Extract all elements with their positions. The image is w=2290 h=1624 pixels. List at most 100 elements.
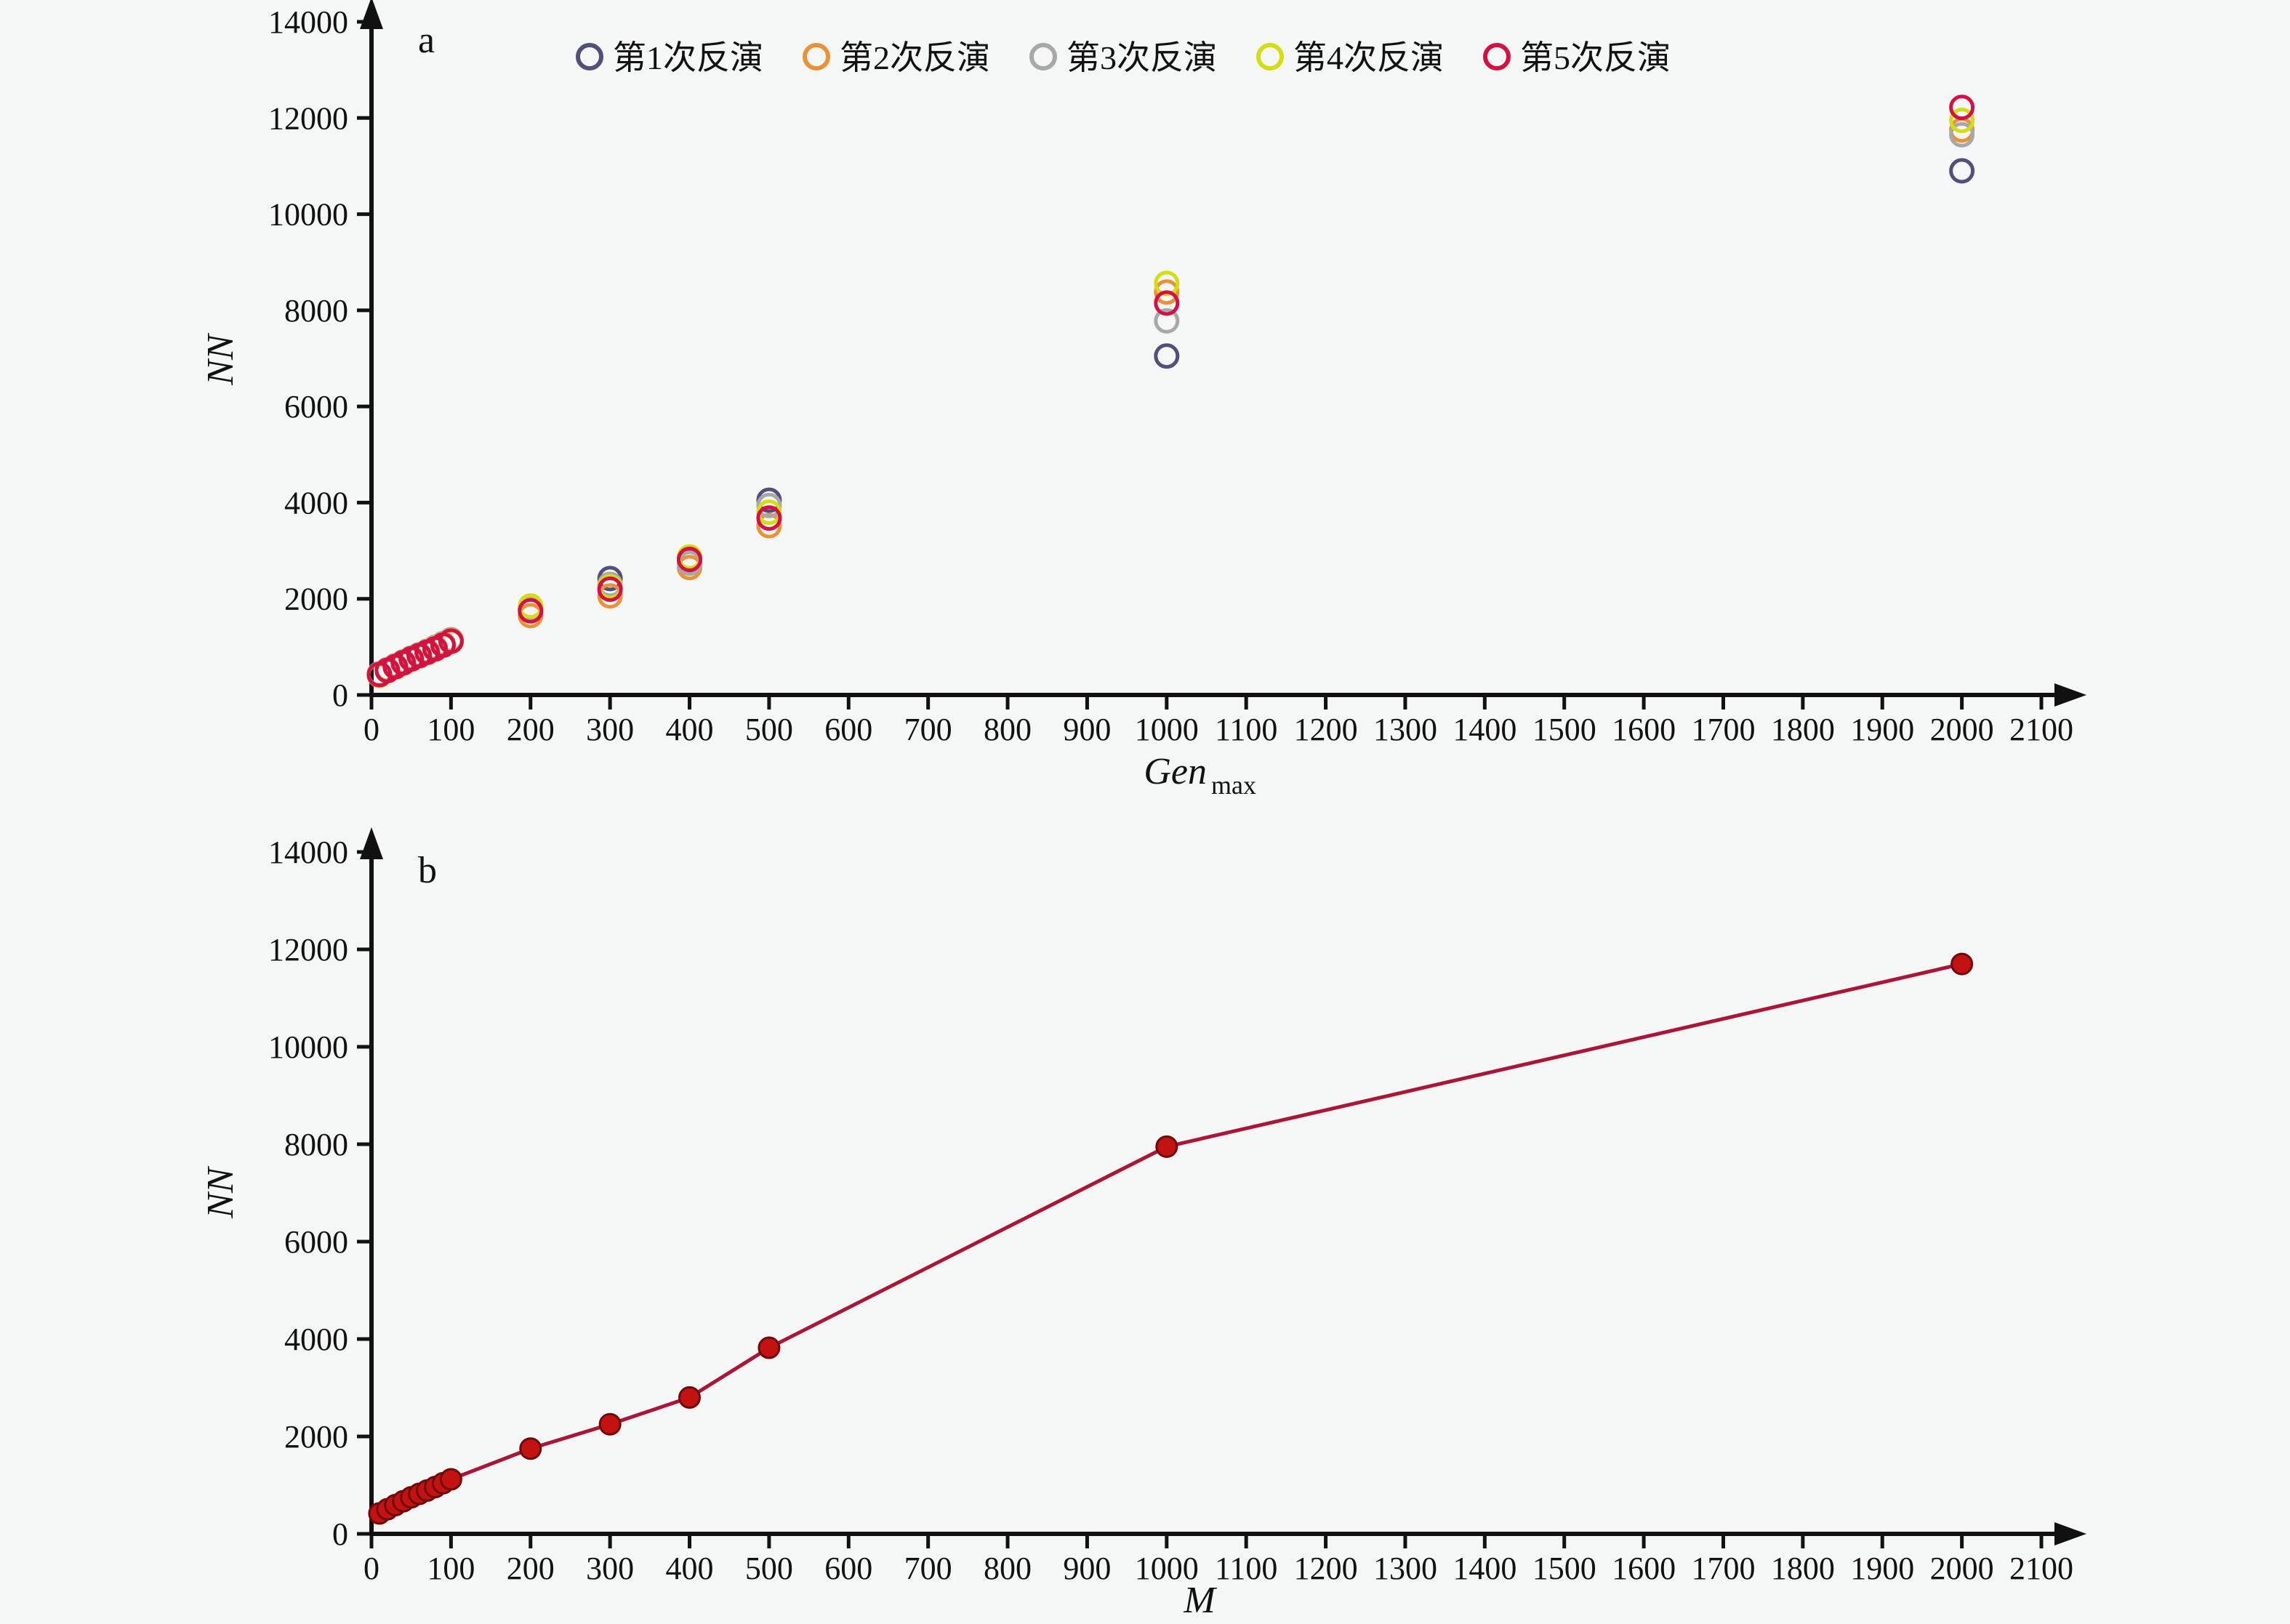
y-tick-label: 14000 (268, 4, 348, 40)
data-point (756, 492, 782, 518)
panel-b-label: b (418, 850, 437, 891)
y-tick-label: 12000 (268, 932, 348, 968)
x-tick-label: 1500 (1532, 712, 1596, 747)
x-tick-label: 1600 (1612, 1551, 1676, 1586)
y-tick-label: 2000 (284, 582, 348, 617)
x-tick-label: 800 (984, 712, 1032, 747)
x-tick-label: 0 (363, 1551, 379, 1586)
x-tick-label: 2000 (1930, 712, 1994, 747)
data-point (1949, 158, 1975, 184)
x-tick-label: 200 (507, 712, 555, 747)
data-point (518, 598, 544, 624)
y-tick-label: 8000 (284, 1127, 348, 1162)
legend-swatch (576, 43, 603, 71)
data-point (678, 1386, 702, 1409)
panel-a-x-axis-title-subscript: max (1211, 771, 1256, 800)
x-tick-label: 500 (745, 1551, 793, 1586)
y-tick-label: 14000 (268, 835, 348, 870)
y-tick-label: 10000 (268, 197, 348, 233)
data-point (1154, 290, 1180, 316)
y-tick-label: 12000 (268, 100, 348, 136)
x-tick-label: 1000 (1135, 712, 1199, 747)
panel-a-x-axis-title: Gen (1144, 751, 1207, 792)
legend-swatch (803, 43, 830, 71)
x-tick-label: 100 (427, 712, 475, 747)
x-tick-label: 2000 (1930, 1551, 1994, 1586)
x-tick-label: 700 (904, 1551, 952, 1586)
panel-b-x-axis-title: M (1183, 1580, 1217, 1621)
data-point (1154, 343, 1180, 369)
x-tick-label: 1200 (1294, 1551, 1358, 1586)
data-point (1154, 307, 1180, 334)
data-point (756, 505, 782, 531)
x-tick-label: 0 (363, 712, 379, 747)
x-tick-label: 400 (666, 712, 714, 747)
x-tick-label: 1400 (1453, 712, 1516, 747)
x-tick-label: 900 (1063, 712, 1111, 747)
y-tick-label: 6000 (284, 389, 348, 425)
x-tick-label: 900 (1063, 1551, 1111, 1586)
x-tick-label: 600 (824, 1551, 872, 1586)
data-point (1949, 121, 1975, 148)
panel-b-y-axis-title: NN (200, 1165, 241, 1219)
y-tick-label: 4000 (284, 485, 348, 520)
panel-a-y-axis-title: NN (200, 332, 241, 386)
x-tick-label: 1100 (1215, 1551, 1277, 1586)
data-point (1155, 1135, 1178, 1158)
data-point (677, 546, 703, 572)
y-tick-label: 6000 (284, 1224, 348, 1260)
x-tick-label: 1100 (1215, 712, 1277, 747)
x-tick-label: 1900 (1850, 1551, 1914, 1586)
legend-swatch (1256, 43, 1284, 71)
y-tick-label: 8000 (284, 293, 348, 329)
x-tick-label: 1800 (1771, 1551, 1835, 1586)
legend-label: 第1次反演 (613, 39, 763, 76)
x-tick-label: 1700 (1691, 1551, 1755, 1586)
x-tick-label: 1700 (1691, 712, 1755, 747)
x-tick-label: 1900 (1850, 712, 1914, 747)
x-tick-label: 800 (984, 1551, 1032, 1586)
x-tick-label: 1300 (1373, 1551, 1437, 1586)
legend-swatch (1029, 43, 1057, 71)
y-tick-label: 0 (332, 678, 348, 713)
data-point (1949, 95, 1975, 121)
data-point (438, 628, 464, 654)
panel-b-chart: 0 100 200 300 400 500 600 700 800 900 1000 1100 1200… (268, 827, 2086, 1586)
data-point (1949, 108, 1975, 134)
x-axis-arrow (2054, 683, 2086, 707)
x-tick-label: 1500 (1532, 1551, 1596, 1586)
y-axis-arrow (360, 0, 383, 29)
x-tick-label: 400 (666, 1551, 714, 1586)
legend: 第1次反演 第2次反演 第3次反演 第4次反演 第5次反演 (576, 39, 1671, 76)
x-tick-label: 700 (904, 712, 952, 747)
data-point (1154, 279, 1180, 305)
x-axis-arrow (2054, 1522, 2086, 1545)
y-tick-label: 4000 (284, 1322, 348, 1357)
x-tick-label: 1800 (1771, 712, 1835, 747)
legend-label: 第2次反演 (840, 39, 990, 76)
legend-label: 第5次反演 (1520, 39, 1671, 76)
x-tick-label: 2100 (2009, 712, 2073, 747)
data-point (597, 583, 623, 609)
x-tick-label: 200 (507, 1551, 555, 1586)
data-point (439, 1468, 462, 1491)
x-tick-label: 500 (745, 712, 793, 747)
y-axis-arrow (360, 827, 383, 859)
y-tick-label: 10000 (268, 1029, 348, 1065)
x-tick-label: 1600 (1612, 712, 1676, 747)
x-tick-label: 100 (427, 1551, 475, 1586)
data-point (758, 1336, 781, 1359)
data-point (1950, 952, 1974, 976)
x-tick-label: 1000 (1135, 1551, 1199, 1586)
data-point (598, 1412, 622, 1436)
x-tick-label: 300 (586, 1551, 634, 1586)
data-point (1154, 270, 1180, 297)
panel-a-chart: 0 100 200 300 400 500 600 700 800 900 1000 1100 1200… (268, 0, 2086, 747)
panel-a-label: a (418, 20, 435, 61)
x-tick-label: 2100 (2009, 1551, 2073, 1586)
x-tick-label: 1200 (1294, 712, 1358, 747)
x-tick-label: 600 (824, 712, 872, 747)
x-tick-label: 1400 (1453, 1551, 1516, 1586)
